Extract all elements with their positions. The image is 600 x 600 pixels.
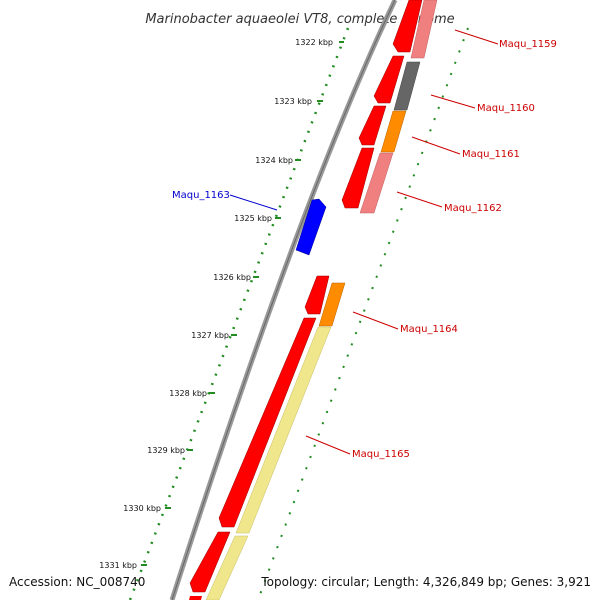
gene-label-1160[interactable]: Maqu_1160 [477,103,535,114]
kbp-label: 1327 kbp [191,331,229,340]
outer-ruler [128,27,350,600]
gene-1163[interactable] [295,198,327,256]
cds-1160[interactable] [373,55,405,104]
map-title: Marinobacter aquaeolei VT8, complete gen… [145,12,454,27]
gene-label-1162[interactable]: Maqu_1162 [444,203,502,214]
genome-backbone [169,0,398,600]
gene-1161[interactable] [380,110,407,153]
kbp-label: 1326 kbp [213,273,251,282]
kbp-ticks [141,41,344,566]
cds-next2[interactable] [189,596,202,600]
label-leaders [229,29,499,455]
gene-label-1165[interactable]: Maqu_1165 [352,449,410,460]
cds-1165[interactable] [218,317,317,528]
gene-1165[interactable] [235,326,332,534]
cds-track [189,0,423,600]
kbp-label: 1328 kbp [169,389,207,398]
gene-1164[interactable] [318,282,346,327]
cds-1159[interactable] [392,0,423,53]
accession-text: Accession: NC_008740 [9,575,145,589]
gene-1160[interactable] [393,61,421,111]
kbp-label: 1325 kbp [234,214,272,223]
cds-1162[interactable] [341,147,375,209]
kbp-label: 1330 kbp [123,504,161,513]
gene-1159[interactable] [410,0,438,59]
kbp-label: 1323 kbp [274,97,312,106]
cds-1164[interactable] [304,275,330,315]
gene-next[interactable] [205,535,249,600]
gene-1162[interactable] [359,152,394,214]
gene-label-1161[interactable]: Maqu_1161 [462,149,520,160]
topology-text: Topology: circular; Length: 4,326,849 bp… [260,575,591,589]
gene-label-1163[interactable]: Maqu_1163 [172,190,230,201]
gene-track [205,0,438,600]
gene-label-1159[interactable]: Maqu_1159 [499,39,557,50]
cds-1161[interactable] [358,105,387,146]
inner-ruler [257,27,469,600]
gene-label-1164[interactable]: Maqu_1164 [400,324,458,335]
cds-next[interactable] [189,531,231,593]
kbp-label: 1322 kbp [295,38,333,47]
kbp-label: 1331 kbp [99,561,137,570]
kbp-label: 1324 kbp [255,156,293,165]
kbp-label: 1329 kbp [147,446,185,455]
